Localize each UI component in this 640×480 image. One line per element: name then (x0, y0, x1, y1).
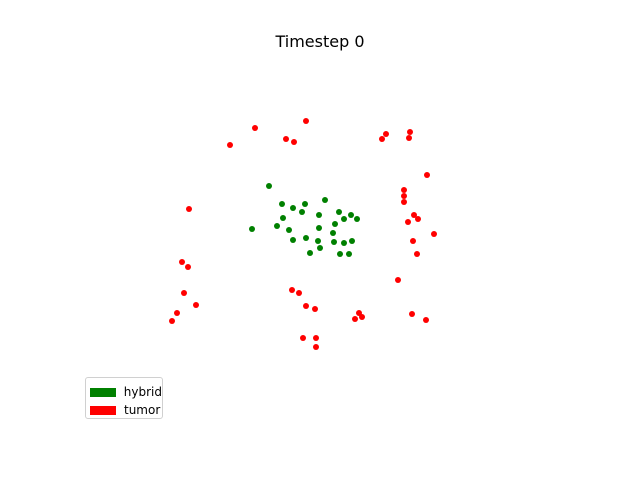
tumor-point-36 (383, 131, 389, 137)
tumor-point-8 (300, 335, 306, 341)
tumor-point-26 (401, 199, 407, 205)
hybrid-point-16 (322, 197, 328, 203)
hybrid-point-0 (249, 226, 255, 232)
legend-item-tumor: tumor (90, 401, 162, 419)
hybrid-point-19 (332, 221, 338, 227)
tumor-point-3 (185, 264, 191, 270)
legend: hybrid tumor (85, 377, 163, 419)
hybrid-point-1 (266, 183, 272, 189)
tumor-point-17 (409, 311, 415, 317)
tumor-point-28 (401, 187, 407, 193)
hybrid-point-17 (330, 230, 336, 236)
tumor-point-11 (312, 306, 318, 312)
legend-swatch-hybrid (90, 387, 116, 397)
hybrid-point-12 (315, 238, 321, 244)
tumor-point-12 (289, 287, 295, 293)
tumor-point-29 (424, 172, 430, 178)
tumor-point-10 (303, 303, 309, 309)
hybrid-point-23 (341, 240, 347, 246)
tumor-point-14 (352, 316, 358, 322)
tumor-point-19 (395, 277, 401, 283)
hybrid-point-22 (341, 216, 347, 222)
hybrid-point-26 (349, 238, 355, 244)
hybrid-point-27 (354, 216, 360, 222)
tumor-point-30 (227, 142, 233, 148)
tumor-point-20 (414, 251, 420, 257)
hybrid-point-7 (290, 205, 296, 211)
tumor-point-6 (186, 206, 192, 212)
hybrid-point-8 (299, 209, 305, 215)
tumor-point-22 (431, 231, 437, 237)
tumor-point-5 (193, 302, 199, 308)
tumor-point-13 (296, 290, 302, 296)
hybrid-point-11 (307, 250, 313, 256)
tumor-point-34 (303, 118, 309, 124)
hybrid-point-14 (316, 212, 322, 218)
tumor-point-21 (410, 238, 416, 244)
tumor-point-37 (406, 135, 412, 141)
legend-item-hybrid: hybrid (90, 383, 162, 401)
hybrid-point-3 (279, 201, 285, 207)
hybrid-point-13 (316, 225, 322, 231)
tumor-point-2 (181, 290, 187, 296)
hybrid-point-20 (336, 209, 342, 215)
hybrid-point-18 (331, 239, 337, 245)
tumor-point-1 (174, 310, 180, 316)
legend-swatch-tumor (90, 405, 116, 415)
tumor-point-9 (313, 335, 319, 341)
hybrid-point-10 (303, 235, 309, 241)
hybrid-point-25 (348, 212, 354, 218)
tumor-point-0 (169, 318, 175, 324)
tumor-point-33 (291, 139, 297, 145)
tumor-point-35 (379, 136, 385, 142)
hybrid-point-9 (302, 201, 308, 207)
tumor-point-24 (411, 212, 417, 218)
tumor-point-23 (405, 219, 411, 225)
tumor-point-4 (179, 259, 185, 265)
hybrid-point-5 (286, 227, 292, 233)
hybrid-point-4 (280, 215, 286, 221)
hybrid-point-2 (274, 223, 280, 229)
chart-title: Timestep 0 (275, 32, 365, 51)
tumor-point-16 (356, 310, 362, 316)
hybrid-point-24 (346, 251, 352, 257)
hybrid-point-15 (317, 245, 323, 251)
legend-label-hybrid: hybrid (123, 385, 162, 399)
hybrid-point-6 (290, 237, 296, 243)
legend-label-tumor: tumor (124, 403, 161, 417)
tumor-point-7 (313, 344, 319, 350)
tumor-point-32 (283, 136, 289, 142)
tumor-point-31 (252, 125, 258, 131)
hybrid-point-21 (337, 251, 343, 257)
tumor-point-25 (415, 216, 421, 222)
tumor-point-27 (401, 193, 407, 199)
tumor-point-38 (407, 129, 413, 135)
tumor-point-18 (423, 317, 429, 323)
